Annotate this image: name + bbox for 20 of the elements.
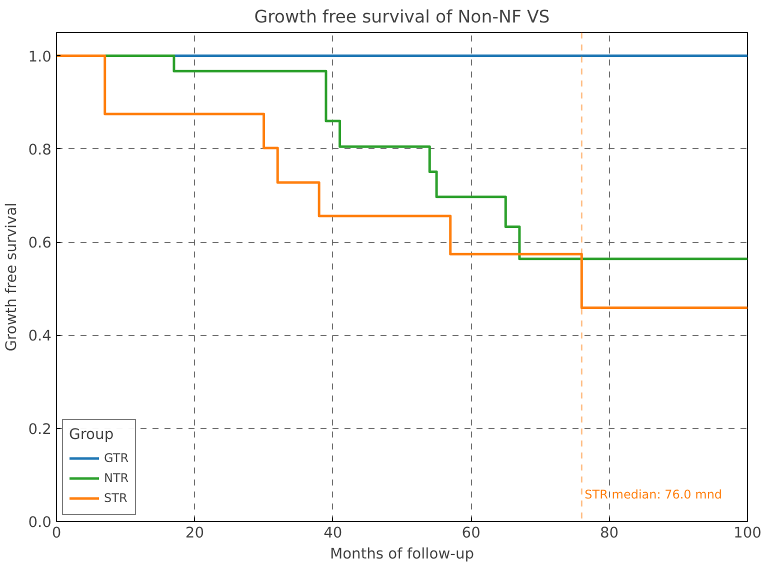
x-axis-title: Months of follow-up xyxy=(330,546,474,562)
y-axis-title: Growth free survival xyxy=(3,202,20,352)
y-tick-label: 0.2 xyxy=(28,420,52,438)
y-tick-label: 0.8 xyxy=(28,141,52,158)
legend-label: GTR xyxy=(104,451,129,465)
y-tick-label: 0.6 xyxy=(28,234,52,252)
legend-label: NTR xyxy=(104,471,129,485)
chart-title: Growth free survival of Non-NF VS xyxy=(254,8,550,28)
legend-title: Group xyxy=(69,426,115,443)
x-tick-label: 60 xyxy=(462,524,480,542)
y-tick-label: 0.4 xyxy=(28,328,52,345)
y-tick-label: 0.0 xyxy=(28,514,52,531)
x-tick-label: 40 xyxy=(324,524,342,542)
x-tick-label: 20 xyxy=(185,524,204,542)
y-tick-label: 1.0 xyxy=(28,48,52,66)
x-tick-label: 0 xyxy=(52,524,62,542)
x-tick-label: 80 xyxy=(600,524,619,542)
legend-label: STR xyxy=(104,491,128,505)
ref-line-label: STR median: 76.0 mnd xyxy=(584,488,722,502)
x-tick-label: 100 xyxy=(734,524,762,542)
